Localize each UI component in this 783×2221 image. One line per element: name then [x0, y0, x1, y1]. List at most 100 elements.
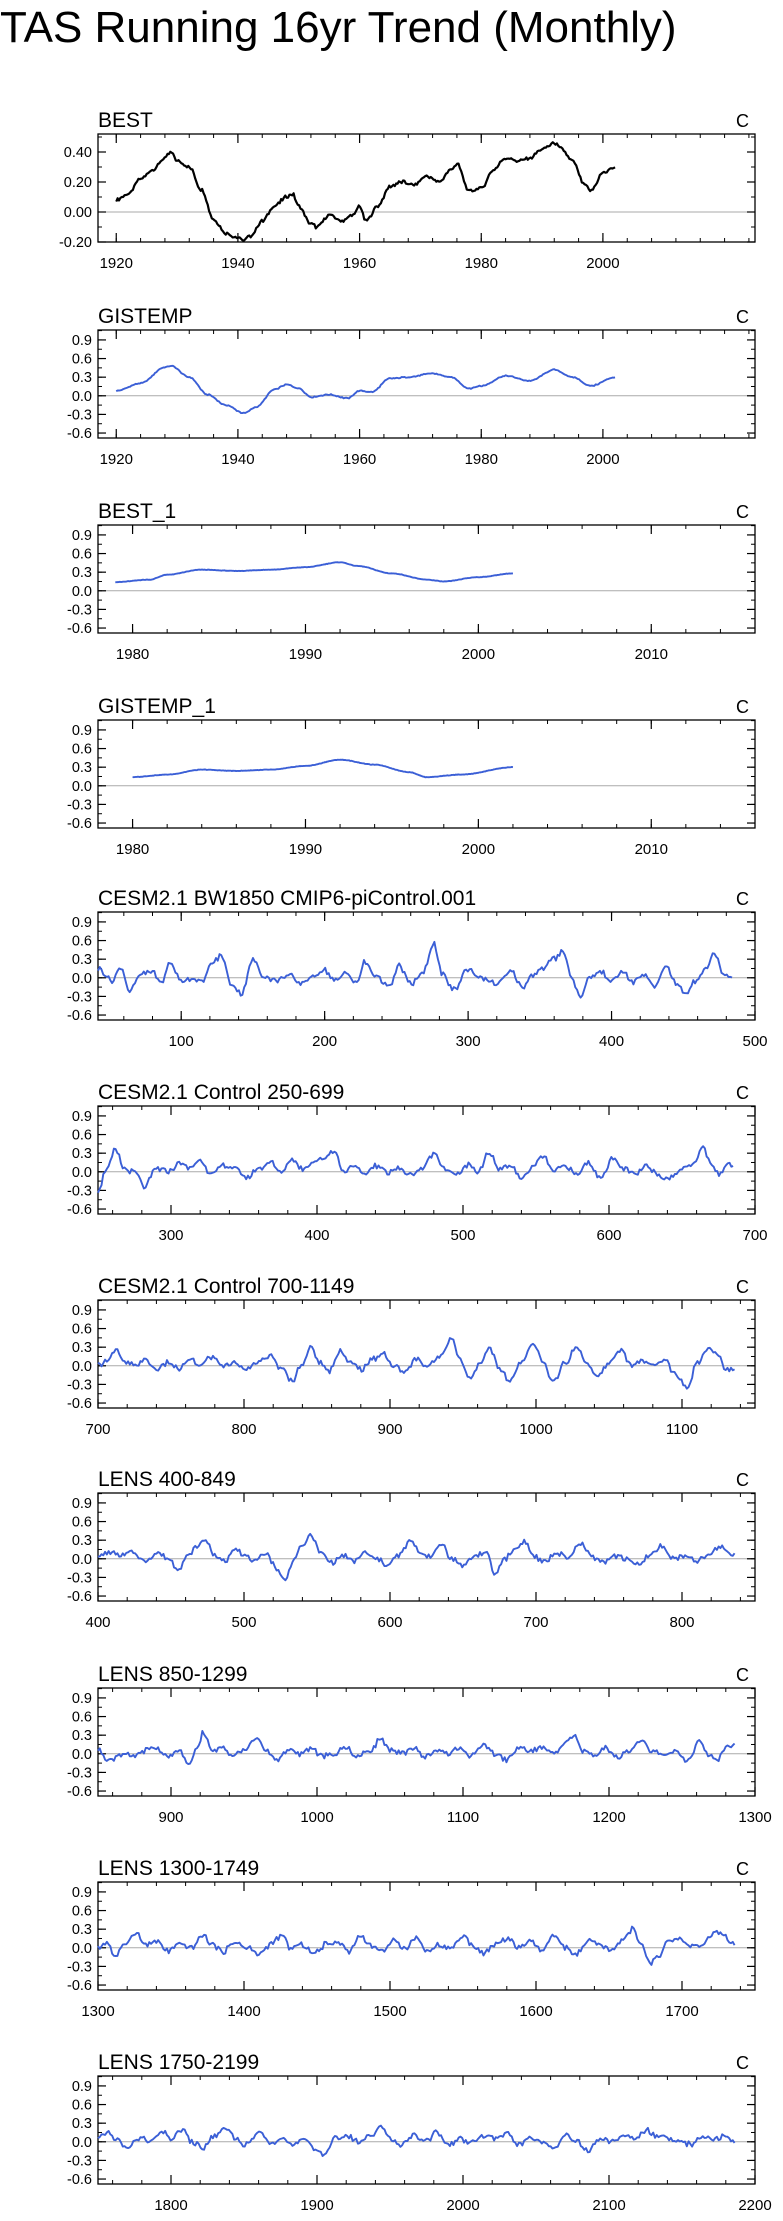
chart-panel: LENS 1300-1749 C 1300 1400 1500 1600 1700 -0.6 -…: [67, 1857, 756, 2020]
y-tick-label: 0.9: [72, 333, 92, 349]
y-tick-label: 0.20: [64, 175, 92, 191]
unit-label: C: [736, 1277, 749, 1297]
chart-title: CESM2.1 BW1850 CMIP6-piControl.001: [98, 887, 476, 910]
x-tick-label: 2200: [738, 2197, 771, 2214]
unit-label: C: [736, 2053, 749, 2073]
series-line: [97, 2124, 736, 2157]
x-tick-label: 500: [450, 1227, 475, 1244]
x-tick-label: 700: [742, 1227, 767, 1244]
y-tick-label: 0.6: [72, 1904, 92, 1920]
y-tick-label: 0.6: [72, 1322, 92, 1338]
chart-title: GISTEMP: [98, 305, 193, 328]
x-tick-label: 2000: [586, 451, 619, 468]
x-tick-label: 700: [85, 1421, 110, 1438]
x-tick-label: 1200: [592, 1809, 625, 1826]
series-line: [115, 141, 616, 242]
x-tick-label: 2000: [462, 646, 495, 663]
x-tick-label: 1700: [665, 2003, 698, 2020]
unit-label: C: [736, 1083, 749, 1103]
y-tick-label: -0.3: [67, 1377, 92, 1393]
unit-label: C: [736, 111, 749, 131]
y-tick-label: 0.3: [72, 1728, 92, 1744]
chart-panel: LENS 850-1299 C 900 1000 1100 1200 1300 -0.6 -0.…: [67, 1663, 772, 1826]
x-tick-label: 2000: [462, 841, 495, 858]
x-tick-label: 1100: [666, 1421, 698, 1438]
x-tick-label: 1980: [465, 255, 498, 272]
y-tick-label: 0.9: [72, 915, 92, 931]
y-tick-label: 0.6: [72, 2098, 92, 2114]
y-tick-label: -0.6: [67, 1784, 92, 1800]
x-tick-label: 1990: [289, 841, 322, 858]
y-tick-label: 0.9: [72, 1303, 92, 1319]
y-tick-label: 0.0: [72, 1552, 92, 1568]
chart-title: CESM2.1 Control 250-699: [98, 1081, 344, 1104]
x-tick-label: 1960: [343, 451, 376, 468]
x-tick-label: 400: [85, 1614, 110, 1631]
chart-panel: BEST_1 C 1980 1990 2000 2010 -0.6 -0.3 0.0 0.3 0.6…: [67, 500, 756, 663]
chart-panel: GISTEMP_1 C 1980 1990 2000 2010 -0.6 -0.3 0.0 0.3…: [67, 695, 756, 858]
y-tick-label: 0.0: [72, 1747, 92, 1763]
x-tick-label: 700: [523, 1614, 548, 1631]
y-tick-label: -0.3: [67, 1959, 92, 1975]
y-tick-label: 0.0: [72, 1941, 92, 1957]
x-tick-label: 900: [377, 1421, 402, 1438]
plot-frame: [97, 133, 756, 243]
y-tick-label: 0.00: [64, 205, 92, 221]
x-tick-label: 1500: [373, 2003, 406, 2020]
y-tick-label: 0.3: [72, 565, 92, 581]
plot-frame: [97, 1881, 756, 1991]
y-tick-label: -0.3: [67, 1183, 92, 1199]
chart-panel: LENS 400-849 C 400 500 600 700 800 -0.6 -0.3 0.0 0…: [67, 1468, 756, 1631]
x-tick-label: 1960: [343, 255, 376, 272]
y-tick-label: 0.6: [72, 934, 92, 950]
y-tick-label: 0.9: [72, 2079, 92, 2095]
y-tick-label: 0.0: [72, 779, 92, 795]
plot-frame: [97, 1105, 756, 1215]
y-tick-label: -0.3: [67, 797, 92, 813]
y-tick-label: 0.6: [72, 1710, 92, 1726]
unit-label: C: [736, 889, 749, 909]
y-tick-label: 0.3: [72, 1340, 92, 1356]
chart-title: CESM2.1 Control 700-1149: [98, 1275, 354, 1298]
series-line: [97, 1925, 736, 1966]
y-tick-label: 0.3: [72, 760, 92, 776]
x-tick-label: 1400: [227, 2003, 260, 2020]
y-tick-label: -0.6: [67, 426, 92, 442]
x-tick-label: 300: [158, 1227, 183, 1244]
unit-label: C: [736, 307, 749, 327]
x-tick-label: 500: [231, 1614, 256, 1631]
plot-frame: [97, 719, 756, 829]
y-tick-label: 0.9: [72, 1496, 92, 1512]
plot-frame: [97, 1299, 756, 1409]
chart-title: LENS 1300-1749: [98, 1857, 259, 1880]
y-tick-label: 0.0: [72, 584, 92, 600]
y-tick-label: 0.9: [72, 528, 92, 544]
y-tick-label: -0.6: [67, 1008, 92, 1024]
unit-label: C: [736, 1859, 749, 1879]
plot-frame: [97, 329, 756, 439]
x-tick-label: 1940: [221, 451, 254, 468]
plot-frame: [97, 2075, 756, 2185]
series-line: [97, 1145, 734, 1194]
y-tick-label: 0.9: [72, 1109, 92, 1125]
y-tick-label: -0.6: [67, 1202, 92, 1218]
x-tick-label: 400: [599, 1033, 624, 1050]
x-tick-label: 800: [669, 1614, 694, 1631]
y-tick-label: -0.6: [67, 1396, 92, 1412]
y-tick-label: 0.40: [64, 145, 92, 161]
y-tick-label: -0.20: [59, 235, 92, 251]
unit-label: C: [736, 1665, 749, 1685]
x-tick-label: 2000: [586, 255, 619, 272]
series-line: [115, 364, 616, 415]
y-tick-label: 0.0: [72, 1165, 92, 1181]
chart-panel: GISTEMP C 1920 1940 1960 1980 2000 -0.6 -0.3 0.0 0…: [67, 305, 756, 468]
unit-label: C: [736, 1470, 749, 1490]
x-tick-label: 2000: [446, 2197, 479, 2214]
y-tick-label: -0.3: [67, 1570, 92, 1586]
y-tick-label: -0.3: [67, 2153, 92, 2169]
chart-title: LENS 1750-2199: [98, 2051, 259, 2074]
series-line: [97, 1730, 736, 1765]
series-line: [115, 561, 513, 584]
y-tick-label: -0.6: [67, 1589, 92, 1605]
